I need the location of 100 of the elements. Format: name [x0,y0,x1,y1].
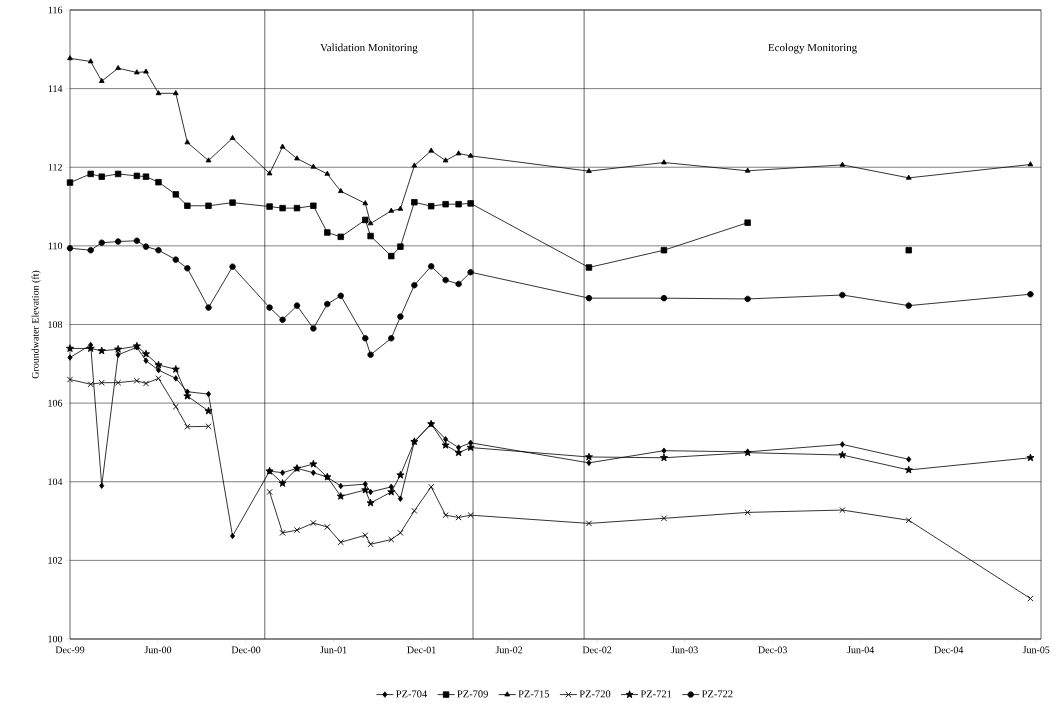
point [98,239,105,246]
point [279,143,286,149]
point [184,423,191,430]
point [586,167,592,173]
x-tick-label: Jun-02 [495,646,523,654]
point [205,202,212,209]
x-tick-label: Dec-00 [231,646,261,654]
point [337,233,344,241]
point [114,379,122,386]
point [397,243,404,250]
point [362,216,369,224]
point [114,238,122,245]
point [362,480,368,488]
point [172,90,179,96]
point [428,483,435,490]
point [467,512,474,519]
point [142,243,150,250]
point [585,520,593,527]
point [266,488,273,496]
point [324,300,331,308]
point [98,379,105,386]
x-tick-label: Dec-99 [55,646,85,654]
point [309,459,318,468]
legend-label: PZ-715 [518,690,550,698]
point [310,519,317,527]
point [279,204,286,212]
point [427,202,435,210]
point [411,199,418,206]
x-tick-label: Dec-02 [582,646,612,654]
point [455,150,462,156]
point [442,512,449,519]
point [1026,453,1035,462]
point [293,302,301,309]
point [66,376,74,383]
point [230,532,236,540]
point [585,264,593,271]
point [337,188,344,194]
point [362,335,369,342]
point [337,292,344,299]
point [67,354,73,361]
point [266,304,273,311]
y-tick-label: 102 [48,557,62,564]
y-axis-title: Groundwater Elevation (ft) [31,270,41,379]
point [441,441,450,449]
point [466,443,475,452]
point [367,541,374,548]
point [310,469,316,476]
point [661,447,667,454]
point [205,304,212,311]
point [133,172,141,180]
x-tick-label: Dec-04 [934,646,964,654]
y-tick-label: 108 [48,321,63,328]
legend-label: PZ-721 [640,690,672,698]
point [66,344,74,352]
point [904,465,913,474]
x-tick-label: Jun-00 [144,646,172,654]
point [98,77,105,83]
y-tick-label: 100 [48,635,63,643]
point [660,294,668,302]
point [367,232,374,240]
point [205,157,212,163]
point [906,456,912,463]
point [839,291,846,299]
annotation: Ecology Monitoring [768,43,857,54]
point [115,64,121,70]
point [427,263,435,270]
point [114,170,122,178]
point [442,276,449,284]
point [133,237,141,244]
point [396,470,405,479]
x-tick-label: Jun-05 [1022,646,1050,654]
point [204,406,213,415]
point [66,179,74,186]
point [744,295,751,303]
point [310,202,317,209]
point [141,349,150,358]
point [154,360,163,369]
annotation: Validation Monitoring [320,43,418,54]
point [1027,291,1034,298]
y-tick-label: 106 [48,399,63,407]
point [338,482,344,490]
point [411,162,418,168]
point [368,488,374,496]
point [467,152,474,158]
point [411,281,418,289]
point [279,529,286,536]
point [294,155,300,161]
point [205,423,212,430]
point [442,201,449,208]
point [143,68,149,74]
point [442,157,449,163]
point [172,256,179,263]
point [455,201,462,208]
point [310,325,317,332]
point [142,380,150,387]
point [280,469,286,476]
point [337,539,344,546]
point [171,365,180,373]
point [155,375,162,382]
legend-label: PZ-704 [396,690,427,698]
